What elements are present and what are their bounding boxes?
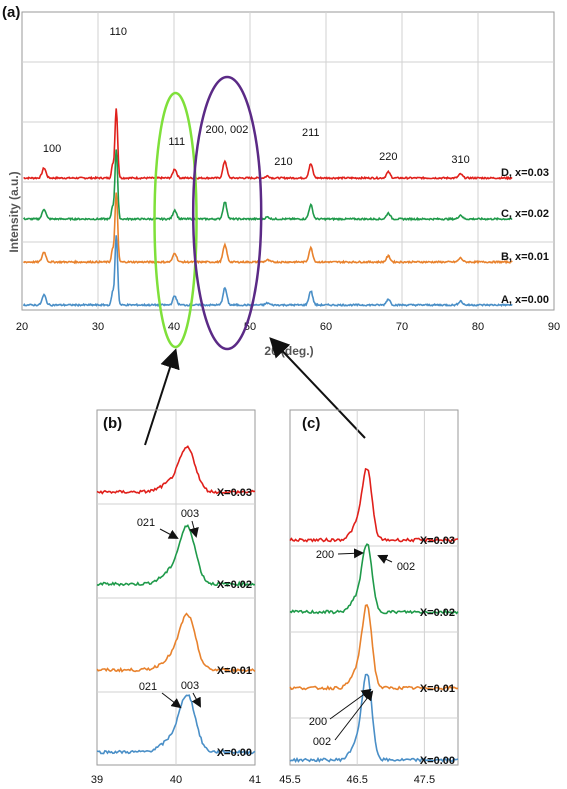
annotation-arrow-002-0	[377, 554, 393, 564]
series-label-x-0-00: X=0.00	[217, 747, 252, 759]
annotation-arrow-003-1	[191, 692, 201, 708]
series-label-x-0-01: X=0.01	[420, 683, 455, 695]
x-tick-90: 90	[548, 321, 560, 333]
panel-a-highlight-ellipses	[153, 75, 263, 351]
panel-b-x-ticks: 39 40 41	[91, 774, 261, 786]
panel-b-series: X=0.03 X=0.02 X=0.01 X=0.00	[96, 445, 256, 759]
annotation-arrow-021-0	[159, 528, 179, 539]
x-tick-47-5: 47.5	[414, 774, 435, 786]
panel-a: (a) D, x=0.03 C, x=0.02 B, x=0.01 A, x=0.00…	[2, 4, 560, 358]
x-tick-60: 60	[320, 321, 332, 333]
highlight-ellipse-1	[191, 75, 263, 351]
annotation-002-1: 002	[313, 736, 331, 748]
annotation-arrow-200-1	[329, 688, 372, 720]
panel-c: (c) X=0.03 X=0.02 X=0.01 X=0.00 45.5 46.5 47.…	[279, 409, 459, 786]
annotation-arrow-003-0	[189, 520, 199, 538]
series-line-x-0-02	[289, 543, 459, 615]
x-tick-46-5: 46.5	[346, 774, 367, 786]
series-line-a-x-0-00	[22, 235, 513, 308]
annotation-arrow-200-0	[337, 548, 364, 559]
panel-a-x-ticks: 20 30 40 50 60 70 80 90	[16, 321, 560, 333]
series-line-x-0-00	[96, 694, 256, 755]
peak-label-310: 310	[451, 154, 469, 166]
arrow-to-200-region	[269, 337, 366, 439]
annotation-002-0: 002	[397, 561, 415, 573]
peak-label-100: 100	[43, 143, 61, 155]
panel-a-grid	[22, 12, 554, 310]
series-label-x-0-03: X=0.03	[420, 535, 455, 547]
annotation-021-0: 021	[137, 517, 155, 529]
panel-c-series: X=0.03 X=0.02 X=0.01 X=0.00	[289, 467, 459, 767]
panel-a-label: (a)	[2, 4, 20, 21]
peak-label-211: 211	[302, 127, 320, 139]
arrow-to-111-region	[144, 348, 180, 446]
x-axis-title: 2θ (deg.)	[264, 344, 313, 358]
panel-a-frame	[21, 11, 555, 311]
x-tick-39: 39	[91, 774, 103, 786]
annotation-200-1: 200	[309, 716, 327, 728]
annotation-arrow-002-1	[334, 690, 374, 741]
panel-b-label: (b)	[103, 415, 122, 432]
panel-c-grid	[290, 410, 458, 765]
series-line-x-0-03	[96, 445, 256, 495]
series-label-x-0-01: X=0.01	[217, 665, 252, 677]
panel-c-frame	[289, 409, 459, 766]
x-tick-40: 40	[170, 774, 182, 786]
peak-label-110: 110	[109, 26, 127, 38]
panel-c-annotations: 200 002 200 002	[309, 548, 415, 748]
x-tick-20: 20	[16, 321, 28, 333]
panel-c-label: (c)	[302, 415, 320, 432]
panel-a-series: D, x=0.03 C, x=0.02 B, x=0.01 A, x=0.00	[22, 108, 549, 308]
panel-c-x-ticks: 45.5 46.5 47.5	[279, 774, 435, 786]
series-line-x-0-01	[289, 603, 459, 691]
series-line-x-0-02	[96, 524, 256, 588]
panel-a-peak-labels: 100 110 111 200, 002 210 211 220 310	[43, 26, 470, 168]
x-tick-40: 40	[168, 321, 180, 333]
y-axis-title: Intensity (a.u.)	[7, 171, 21, 252]
x-tick-45-5: 45.5	[279, 774, 300, 786]
peak-label-200-002: 200, 002	[206, 124, 249, 136]
series-label-a-x-0-00: A, x=0.00	[501, 294, 549, 306]
annotation-003-1: 003	[181, 680, 199, 692]
annotation-021-1: 021	[139, 681, 157, 693]
series-label-x-0-02: X=0.02	[420, 607, 455, 619]
series-label-x-0-00: X=0.00	[420, 755, 455, 767]
series-line-x-0-00	[289, 673, 459, 764]
series-line-c-x-0-02	[22, 149, 513, 222]
x-tick-41: 41	[249, 774, 261, 786]
series-line-b-x-0-01	[22, 192, 513, 265]
x-tick-30: 30	[92, 321, 104, 333]
series-label-x-0-03: X=0.03	[217, 487, 252, 499]
series-line-x-0-01	[96, 612, 256, 673]
series-line-d-x-0-03	[23, 108, 513, 181]
series-label-d-x-0-03: D, x=0.03	[501, 167, 549, 179]
series-line-x-0-03	[289, 467, 459, 543]
annotation-arrow-021-1	[161, 692, 182, 709]
series-label-x-0-02: X=0.02	[217, 579, 252, 591]
series-label-c-x-0-02: C, x=0.02	[501, 208, 549, 220]
annotation-003-0: 003	[181, 508, 199, 520]
x-tick-70: 70	[396, 321, 408, 333]
peak-label-210: 210	[274, 156, 292, 168]
peak-label-111: 111	[168, 136, 185, 148]
x-tick-80: 80	[472, 321, 484, 333]
panel-b-annotations: 021 003 021 003	[137, 508, 201, 709]
series-label-b-x-0-01: B, x=0.01	[501, 251, 549, 263]
panel-b: (b) X=0.03X=0.02X=0.01X=0.00 39 40 41 0210…	[91, 409, 261, 786]
annotation-200-0: 200	[316, 549, 334, 561]
highlight-ellipse-0	[153, 91, 198, 349]
connector-arrows	[144, 337, 366, 446]
peak-label-220: 220	[379, 151, 397, 163]
